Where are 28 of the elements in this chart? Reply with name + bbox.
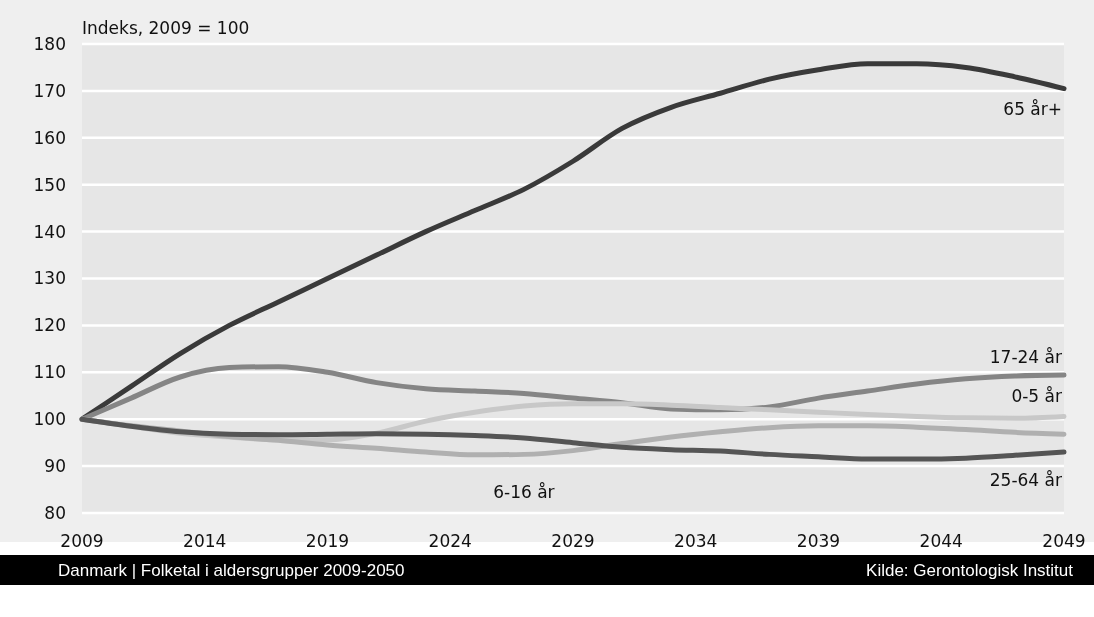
y-tick-label: 90: [44, 456, 66, 477]
y-tick-label: 80: [44, 502, 66, 523]
y-axis-title: Indeks, 2009 = 100: [82, 18, 250, 38]
y-tick-label: 130: [33, 268, 66, 289]
y-tick-label: 140: [33, 221, 66, 242]
x-tick-label: 2049: [1042, 531, 1086, 551]
text: Danmark | Folketal i aldersgrupper 2009-2050: [58, 561, 405, 580]
x-tick-label: 2009: [60, 531, 104, 551]
x-tick-label: 2029: [551, 531, 595, 551]
y-tick-label: 100: [33, 409, 66, 430]
series-label: 0-5 år: [1011, 386, 1063, 407]
y-tick-label: 120: [33, 315, 66, 336]
x-tick-label: 2034: [674, 531, 718, 551]
series-label: 6-16 år: [493, 482, 555, 503]
series-label: 65 år+: [1003, 98, 1062, 119]
x-tick-label: 2044: [919, 531, 963, 551]
y-tick-label: 180: [33, 33, 66, 54]
x-tick-label: 2014: [183, 531, 227, 551]
x-tick-label: 2024: [428, 531, 472, 551]
y-tick-label: 150: [33, 174, 66, 195]
series-label: 25-64 år: [989, 470, 1062, 491]
series-label: 17-24 år: [989, 347, 1062, 368]
x-tick-label: 2019: [305, 531, 350, 551]
text: Kilde: Gerontologisk Institut: [866, 561, 1074, 580]
y-tick-label: 160: [33, 127, 66, 148]
x-tick-label: 2039: [796, 531, 841, 551]
y-tick-label: 110: [33, 362, 66, 383]
y-tick-label: 170: [33, 80, 66, 101]
